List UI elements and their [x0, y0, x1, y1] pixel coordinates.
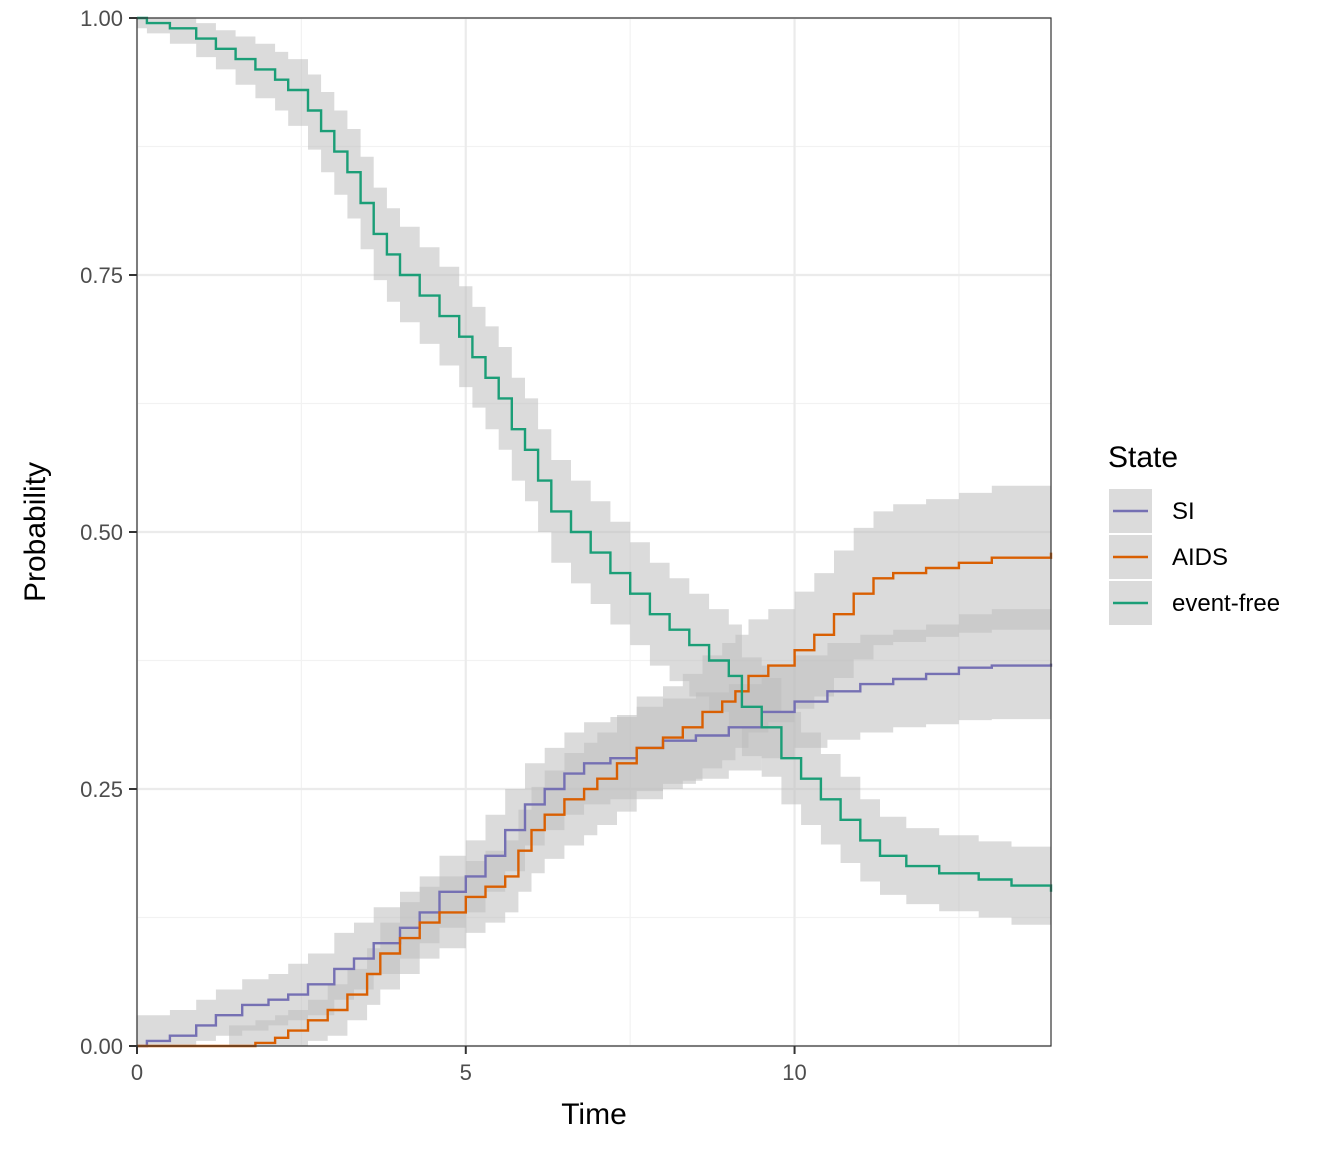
legend-label: event-free — [1172, 590, 1280, 617]
x-axis: 0 5 10 — [131, 1046, 807, 1085]
y-tick-label: 1.00 — [80, 6, 123, 31]
y-axis-title: Probability — [19, 462, 52, 602]
legend-label: AIDS — [1172, 544, 1228, 571]
y-axis: 0.00 0.25 0.50 0.75 1.00 — [80, 6, 137, 1059]
ribbon-event-free — [137, 18, 1051, 933]
ribbon-si — [137, 604, 1051, 1046]
x-tick-label: 10 — [782, 1060, 806, 1085]
y-tick-label: 0.00 — [80, 1034, 123, 1059]
legend-label: SI — [1172, 498, 1195, 525]
legend-title: State — [1108, 441, 1178, 474]
y-tick-label: 0.25 — [80, 777, 123, 802]
line-layer — [137, 16, 1053, 1048]
x-axis-title: Time — [561, 1098, 627, 1131]
series-line-aids — [137, 552, 1053, 1048]
series-line-event-free — [137, 16, 1053, 892]
y-tick-label: 0.75 — [80, 263, 123, 288]
legend: State SI AIDS event-free — [1108, 441, 1280, 625]
y-tick-label: 0.50 — [80, 520, 123, 545]
x-tick-label: 0 — [131, 1060, 143, 1085]
x-tick-label: 5 — [460, 1060, 472, 1085]
series-line-si — [137, 663, 1053, 1048]
